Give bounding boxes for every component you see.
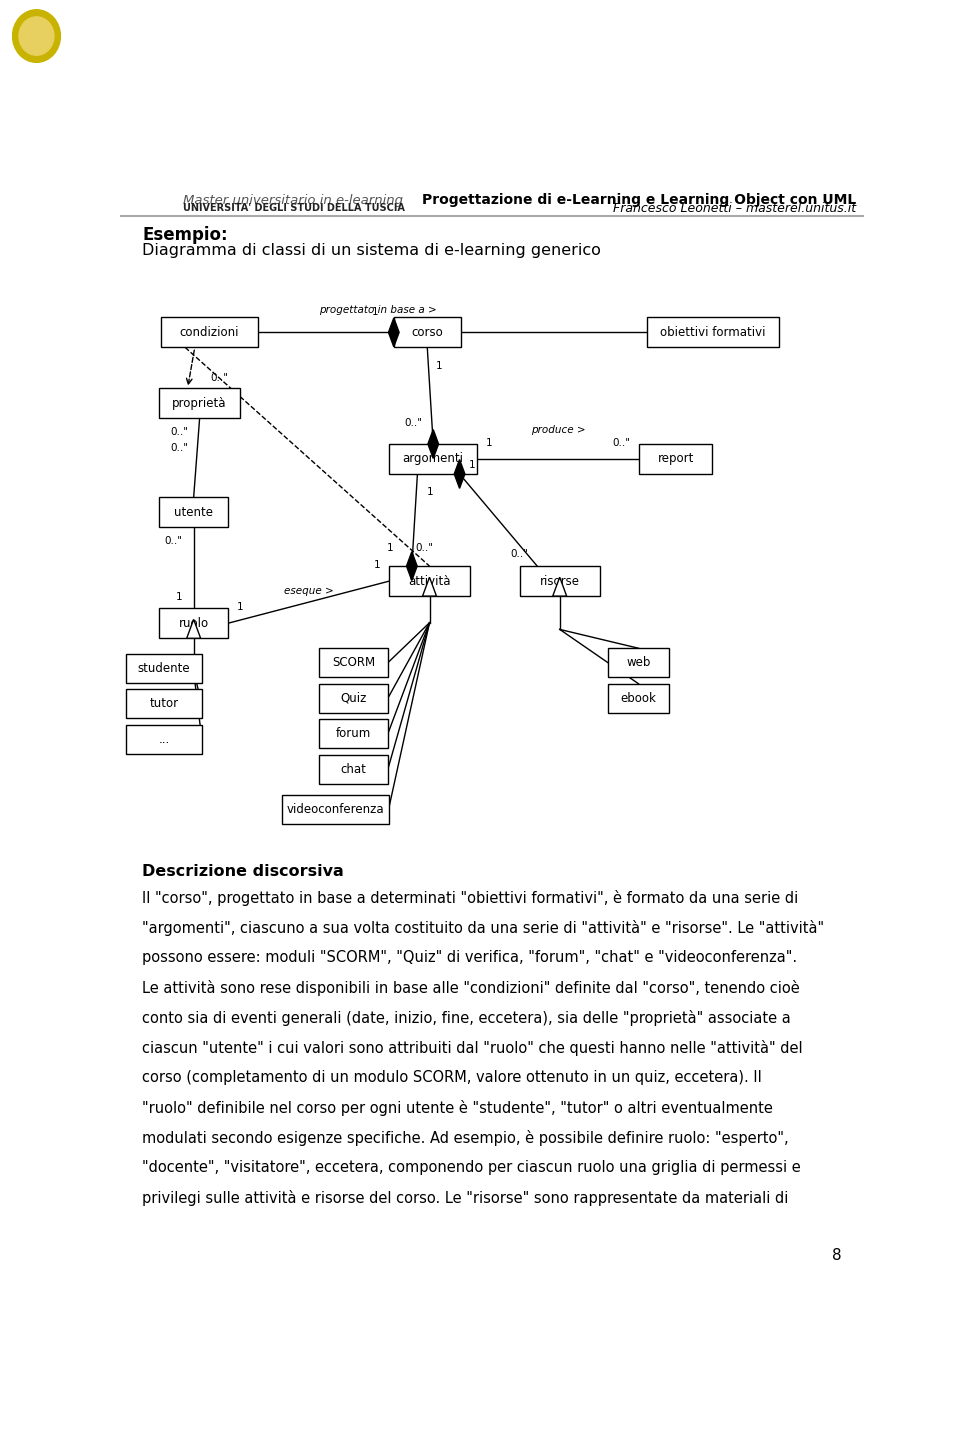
FancyBboxPatch shape (159, 609, 228, 639)
Text: web: web (626, 656, 651, 669)
Text: tutor: tutor (150, 698, 179, 711)
Text: 1: 1 (468, 460, 475, 470)
FancyBboxPatch shape (647, 317, 780, 348)
FancyBboxPatch shape (320, 684, 388, 712)
Text: 0..": 0.." (511, 549, 528, 559)
Text: possono essere: moduli "SCORM", "Quiz" di verifica, "forum", "chat" e "videoconf: possono essere: moduli "SCORM", "Quiz" d… (142, 950, 798, 965)
Text: chat: chat (341, 763, 367, 776)
Text: UNIVERSITA' DEGLI STUDI DELLA TUSCIA: UNIVERSITA' DEGLI STUDI DELLA TUSCIA (183, 203, 405, 213)
Text: videoconferenza: videoconferenza (287, 803, 384, 816)
FancyBboxPatch shape (320, 720, 388, 748)
FancyBboxPatch shape (320, 649, 388, 678)
Text: 1: 1 (237, 603, 244, 613)
FancyBboxPatch shape (161, 317, 257, 348)
Text: ebook: ebook (620, 692, 657, 705)
Text: condizioni: condizioni (180, 326, 239, 339)
Text: ciascun "utente" i cui valori sono attribuiti dal "ruolo" che questi hanno nelle: ciascun "utente" i cui valori sono attri… (142, 1040, 803, 1056)
Text: progettato in base a >: progettato in base a > (319, 304, 437, 314)
Text: produce >: produce > (531, 424, 586, 434)
FancyBboxPatch shape (126, 725, 202, 754)
FancyBboxPatch shape (320, 754, 388, 784)
Text: conto sia di eventi generali (date, inizio, fine, eccetera), sia delle "propriet: conto sia di eventi generali (date, iniz… (142, 1011, 791, 1027)
FancyBboxPatch shape (608, 649, 669, 678)
Text: Il "corso", progettato in base a determinati "obiettivi formativi", è formato da: Il "corso", progettato in base a determi… (142, 890, 799, 907)
Text: utente: utente (174, 506, 213, 519)
Text: Master universitario in e-learning: Master universitario in e-learning (183, 193, 403, 206)
Polygon shape (422, 577, 437, 596)
Text: obiettivi formativi: obiettivi formativi (660, 326, 766, 339)
Text: Diagramma di classi di un sistema di e-learning generico: Diagramma di classi di un sistema di e-l… (142, 244, 601, 258)
Text: 0..": 0.." (171, 443, 188, 453)
Text: ...: ... (158, 733, 170, 746)
FancyBboxPatch shape (394, 317, 461, 348)
Text: "argomenti", ciascuno a sua volta costituito da una serie di "attività" e "risor: "argomenti", ciascuno a sua volta costit… (142, 920, 825, 936)
Text: argomenti: argomenti (403, 453, 464, 466)
Polygon shape (186, 620, 201, 639)
Text: 0..": 0.." (210, 373, 228, 384)
Text: 0..": 0.." (164, 536, 182, 547)
Text: 0..": 0.." (416, 542, 434, 552)
Text: corso: corso (412, 326, 444, 339)
Polygon shape (389, 317, 399, 348)
Text: Le attività sono rese disponibili in base alle "condizioni" definite dal "corso": Le attività sono rese disponibili in bas… (142, 981, 800, 996)
Text: proprietà: proprietà (173, 397, 227, 410)
Text: 0..": 0.." (612, 438, 631, 448)
Text: risorse: risorse (540, 574, 580, 587)
Text: ruolo: ruolo (179, 617, 208, 630)
Polygon shape (406, 552, 418, 581)
Polygon shape (428, 430, 439, 459)
Text: 1: 1 (372, 307, 378, 317)
Text: 1: 1 (436, 360, 443, 371)
Text: attività: attività (408, 574, 451, 587)
FancyBboxPatch shape (608, 684, 669, 712)
Text: corso (completamento di un modulo SCORM, valore ottenuto in un quiz, eccetera). : corso (completamento di un modulo SCORM,… (142, 1070, 762, 1086)
Circle shape (12, 10, 60, 62)
Text: 1: 1 (486, 438, 492, 448)
Text: privilegi sulle attività e risorse del corso. Le "risorse" sono rappresentate da: privilegi sulle attività e risorse del c… (142, 1190, 789, 1206)
Text: report: report (658, 453, 694, 466)
Text: Quiz: Quiz (341, 692, 367, 705)
Polygon shape (454, 460, 465, 489)
FancyBboxPatch shape (126, 689, 202, 718)
FancyBboxPatch shape (639, 444, 712, 474)
Text: forum: forum (336, 727, 372, 740)
Text: 1: 1 (176, 591, 182, 601)
Text: Progettazione di e-Learning e Learning Object con UML: Progettazione di e-Learning e Learning O… (422, 193, 856, 208)
Text: 0..": 0.." (171, 427, 188, 437)
Text: modulati secondo esigenze specifiche. Ad esempio, è possibile definire ruolo: "e: modulati secondo esigenze specifiche. Ad… (142, 1131, 789, 1146)
Text: "ruolo" definibile nel corso per ogni utente è "studente", "tutor" o altri event: "ruolo" definibile nel corso per ogni ut… (142, 1100, 773, 1116)
Text: Francesco Leonetti – masterel.unitus.it: Francesco Leonetti – masterel.unitus.it (613, 202, 856, 215)
FancyBboxPatch shape (159, 388, 240, 418)
FancyBboxPatch shape (159, 497, 228, 528)
FancyBboxPatch shape (282, 795, 389, 823)
Text: 1: 1 (373, 559, 380, 570)
Text: 1: 1 (426, 487, 433, 497)
Text: 0..": 0.." (404, 418, 422, 428)
Text: eseque >: eseque > (284, 585, 333, 596)
Polygon shape (553, 577, 566, 596)
Text: "docente", "visitatore", eccetera, componendo per ciascun ruolo una griglia di p: "docente", "visitatore", eccetera, compo… (142, 1161, 801, 1175)
FancyBboxPatch shape (126, 653, 202, 682)
Text: 8: 8 (832, 1249, 842, 1263)
FancyBboxPatch shape (390, 444, 477, 474)
Text: Esempio:: Esempio: (142, 226, 228, 244)
FancyBboxPatch shape (519, 567, 600, 596)
Text: studente: studente (137, 662, 190, 675)
Circle shape (19, 17, 54, 55)
Text: SCORM: SCORM (332, 656, 375, 669)
Text: Descrizione discorsiva: Descrizione discorsiva (142, 864, 344, 878)
FancyBboxPatch shape (390, 567, 469, 596)
Text: 1: 1 (387, 542, 394, 552)
